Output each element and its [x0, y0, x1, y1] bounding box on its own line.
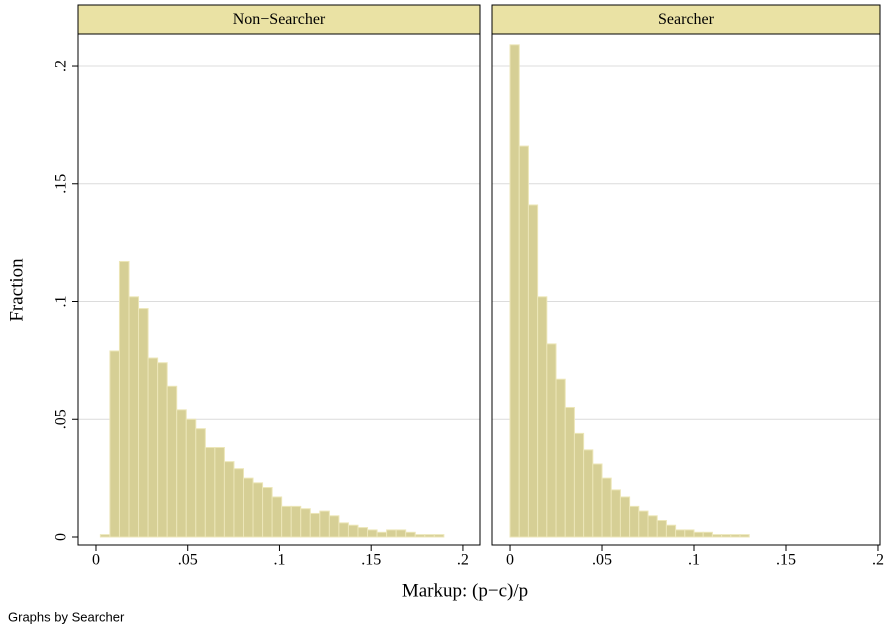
note: Graphs by Searcher	[8, 609, 125, 624]
bar	[176, 409, 187, 538]
bar	[424, 534, 435, 538]
bar	[319, 510, 330, 538]
bar	[546, 343, 557, 538]
bar	[509, 44, 520, 538]
x-tick-label: .15	[361, 552, 381, 569]
bar	[386, 529, 397, 538]
bar	[564, 406, 575, 538]
bar	[147, 357, 159, 538]
bar	[433, 534, 445, 538]
bar	[204, 447, 216, 538]
bar	[214, 447, 225, 538]
y-tick-label: .15	[53, 174, 70, 194]
x-tick-label: .05	[592, 552, 612, 569]
x-tick-label: .05	[178, 552, 198, 569]
bar	[739, 534, 750, 538]
plot-frame	[77, 33, 481, 546]
bar	[405, 531, 416, 538]
bar	[647, 515, 658, 538]
panel-title: Searcher	[658, 11, 715, 28]
y-tick-label: .1	[53, 296, 70, 308]
panel-title: Non−Searcher	[233, 11, 326, 28]
bar	[309, 512, 321, 538]
bar	[702, 531, 713, 538]
bar	[638, 510, 649, 538]
panel-header	[77, 4, 481, 35]
bar	[592, 463, 603, 538]
bar	[721, 534, 732, 538]
x-tick-label: .2	[457, 552, 469, 569]
bar	[347, 524, 359, 538]
bar	[527, 204, 539, 538]
x-tick-label: 0	[92, 552, 100, 569]
bar	[656, 520, 667, 538]
bar	[271, 496, 283, 538]
bar	[300, 508, 311, 538]
bar	[730, 534, 741, 538]
y-tick-label: .2	[53, 60, 70, 72]
y-tick-label: .05	[53, 409, 70, 429]
bar	[395, 529, 407, 538]
bar	[357, 527, 369, 538]
bar	[166, 385, 178, 538]
bar	[711, 534, 723, 538]
x-tick-label: .2	[872, 552, 884, 569]
bar	[118, 260, 130, 538]
bar	[693, 531, 704, 538]
bar	[555, 378, 566, 538]
bar	[138, 308, 149, 538]
x-tick-label: .15	[776, 552, 796, 569]
bar	[629, 505, 640, 538]
x-tick-label: .1	[688, 552, 700, 569]
x-tick-label: .1	[273, 552, 285, 569]
bar	[376, 531, 388, 538]
bar	[601, 477, 612, 538]
bar	[537, 296, 548, 538]
bar	[157, 362, 168, 538]
bar	[583, 449, 594, 538]
bar	[290, 505, 302, 538]
bar	[128, 296, 140, 538]
plot-frame	[491, 33, 881, 546]
bar	[619, 496, 631, 538]
bar	[328, 515, 340, 538]
x-tick-label: 0	[506, 552, 514, 569]
bar	[610, 489, 621, 538]
bar	[233, 468, 244, 538]
y-tick-label: 0	[53, 533, 70, 541]
x-axis-title: Markup: (p−c)/p	[402, 580, 528, 601]
bar	[281, 505, 292, 538]
bar	[675, 529, 686, 538]
bar	[223, 461, 235, 538]
bar	[414, 534, 426, 538]
bar	[252, 482, 264, 538]
bar	[109, 350, 120, 538]
bar	[242, 477, 254, 538]
bar	[518, 145, 529, 538]
bar	[99, 534, 111, 538]
bar	[684, 529, 695, 538]
bar	[195, 428, 206, 538]
panel-header	[491, 4, 881, 35]
bar	[367, 529, 378, 538]
bar	[665, 524, 677, 538]
bar	[573, 432, 585, 538]
y-axis-title: Fraction	[6, 258, 27, 322]
bar	[338, 522, 349, 538]
bar	[262, 487, 273, 538]
bar	[185, 418, 197, 538]
